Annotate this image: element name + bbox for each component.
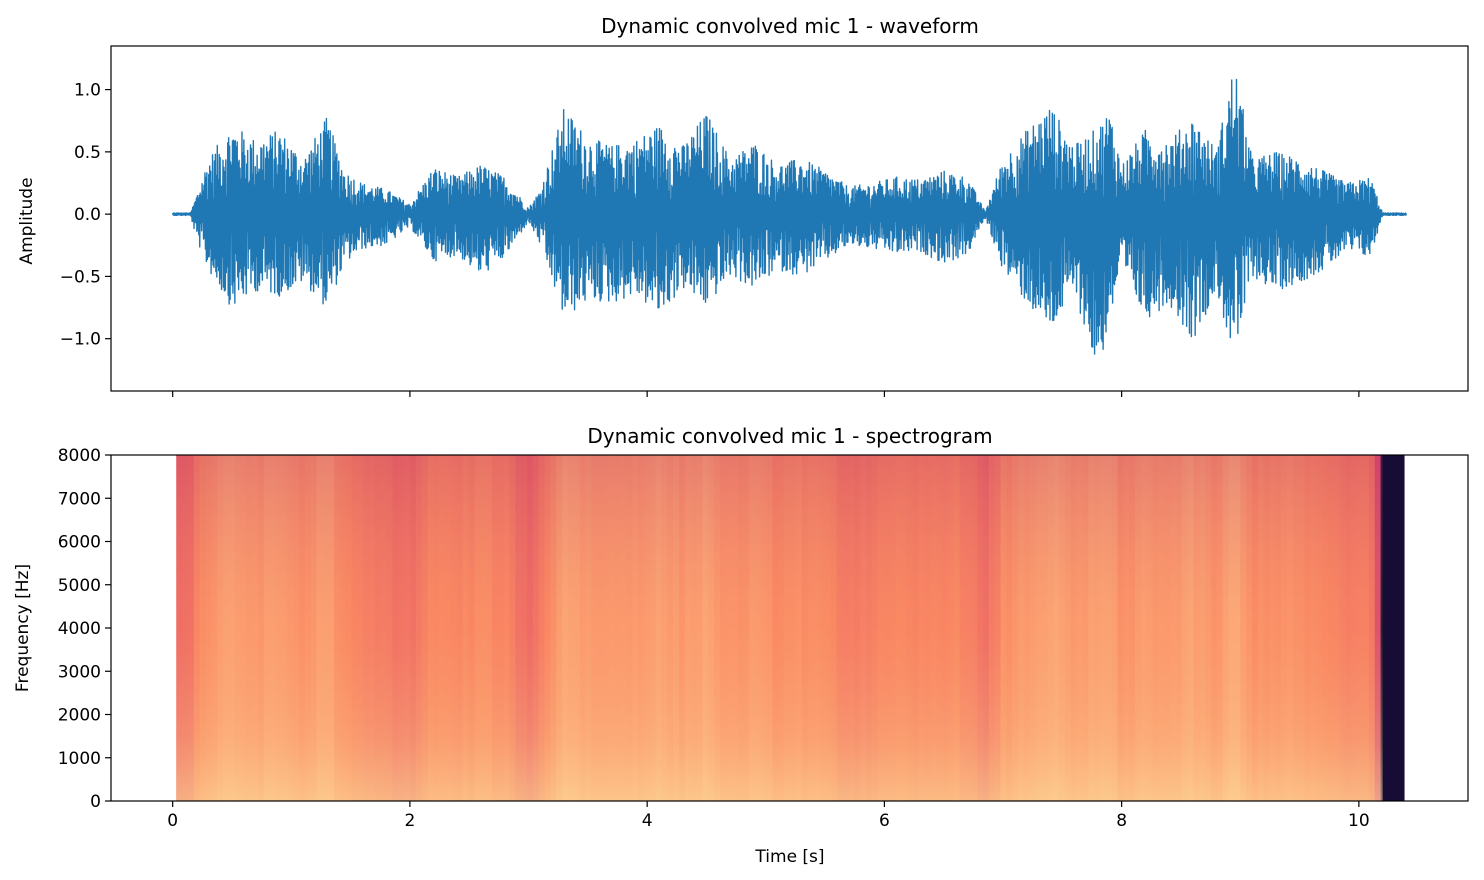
spectrogram-y-ticks: 0 1000 2000 3000 4000 5000 6000 7000 8000 [58,446,111,812]
spectrogram-y-tick-label: 1000 [58,749,101,769]
waveform-y-ticks: −1.0 −0.5 0.0 0.5 1.0 [60,81,111,350]
spectrogram-axes-frame [110,454,1469,802]
spectrogram-x-axis-label: Time [s] [754,847,824,867]
spectrogram-time-column [1386,455,1393,801]
spectrogram-y-tick-label: 6000 [58,533,101,553]
spectrogram-image [176,455,1405,801]
spectrogram-x-tick-label: 6 [879,811,890,831]
spectrogram-time-column [1380,455,1388,801]
spectrogram-x-tick-label: 0 [167,811,178,831]
spectrogram-y-tick-label: 8000 [58,446,101,466]
waveform-axes-frame [110,45,1469,392]
waveform-y-tick-label: −0.5 [60,267,101,287]
waveform-y-tick-label: 1.0 [74,81,101,101]
waveform-line [172,78,1407,355]
waveform-y-tick-label: 0.0 [74,205,101,225]
spectrogram-y-tick-label: 0 [90,792,101,812]
spectrogram-x-tick-label: 10 [1348,811,1370,831]
waveform-title: Dynamic convolved mic 1 - waveform [601,14,979,38]
waveform-x-ticks [172,391,1360,397]
spectrogram-x-ticks: 0 2 4 6 8 10 [167,801,1370,831]
spectrogram-x-tick-label: 2 [405,811,416,831]
spectrogram-y-tick-label: 3000 [58,662,101,682]
waveform-y-tick-label: −1.0 [60,330,101,350]
spectrogram-y-tick-label: 4000 [58,619,101,639]
waveform-plot-area [172,78,1407,355]
spectrogram-time-column [1398,455,1405,801]
spectrogram-time-column [1392,455,1399,801]
spectrogram-panel: Dynamic convolved mic 1 - spectrogram 0 1… [13,424,1469,867]
waveform-panel: Dynamic convolved mic 1 - waveform −1.0−… [17,14,1469,397]
waveform-y-axis-label: Amplitude [17,177,37,264]
spectrogram-x-tick-label: 4 [642,811,653,831]
spectrogram-title: Dynamic convolved mic 1 - spectrogram [587,424,992,448]
spectrogram-x-tick-label: 8 [1116,811,1127,831]
spectrogram-y-tick-label: 2000 [58,706,101,726]
spectrogram-y-axis-label: Frequency [Hz] [13,564,33,692]
spectrogram-y-tick-label: 7000 [58,489,101,509]
waveform-y-tick-label: 0.5 [74,143,101,163]
spectrogram-y-tick-label: 5000 [58,576,101,596]
spectrogram-frequency-shading [176,455,1383,801]
